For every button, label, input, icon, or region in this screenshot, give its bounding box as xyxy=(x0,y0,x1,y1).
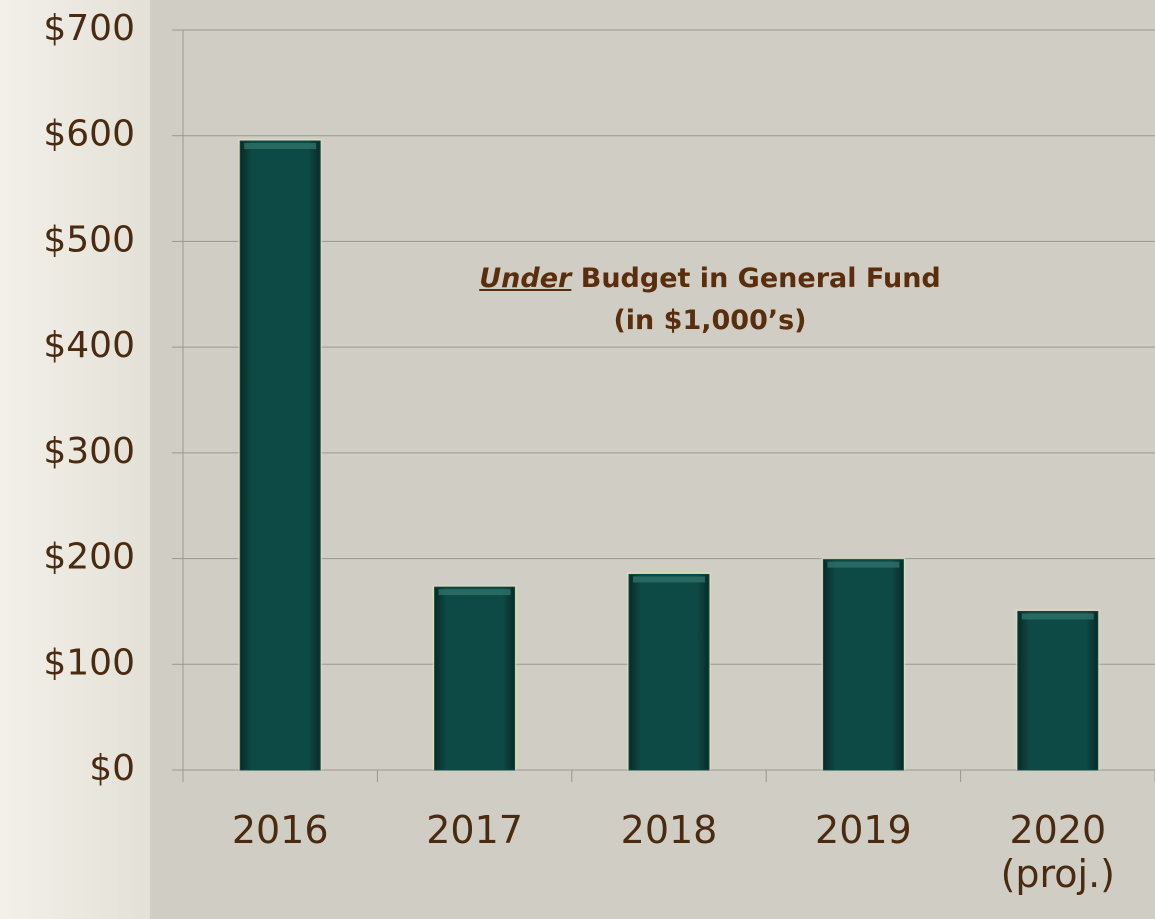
y-tick-label: $100 xyxy=(43,642,135,683)
y-tick-label: $600 xyxy=(43,114,135,155)
bar-bevel xyxy=(827,561,900,568)
x-tick-label: 2016 xyxy=(231,808,329,852)
bar-bevel xyxy=(244,143,317,149)
y-tick-label: $400 xyxy=(43,325,135,366)
bar xyxy=(239,140,321,771)
bar-bevel xyxy=(633,576,705,583)
y-tick-label: $0 xyxy=(89,748,135,789)
x-tick-label: 2019 xyxy=(815,808,912,852)
x-tick-label: 2018 xyxy=(620,808,718,852)
subtitle: (in $1,000’s) xyxy=(613,305,807,336)
y-tick-label: $500 xyxy=(43,219,135,260)
y-tick-label: $200 xyxy=(43,537,135,578)
title-emphasis: Under xyxy=(479,263,572,294)
x-tick-label: 2017 xyxy=(426,808,523,852)
y-tick-label: $300 xyxy=(43,431,135,472)
side-panel xyxy=(0,0,150,919)
bar xyxy=(628,573,710,771)
chart-title: Under Budget in General Fund (in $1,000’s… xyxy=(330,258,1090,342)
bar-bevel xyxy=(1021,613,1094,620)
bar xyxy=(1017,610,1099,771)
title-text: Budget in General Fund xyxy=(580,263,941,294)
bar xyxy=(822,559,904,771)
x-tick-label: 2020 (proj.) xyxy=(1000,808,1116,896)
bar xyxy=(434,586,516,771)
y-tick-label: $700 xyxy=(43,8,135,49)
bar-bevel xyxy=(438,589,511,596)
